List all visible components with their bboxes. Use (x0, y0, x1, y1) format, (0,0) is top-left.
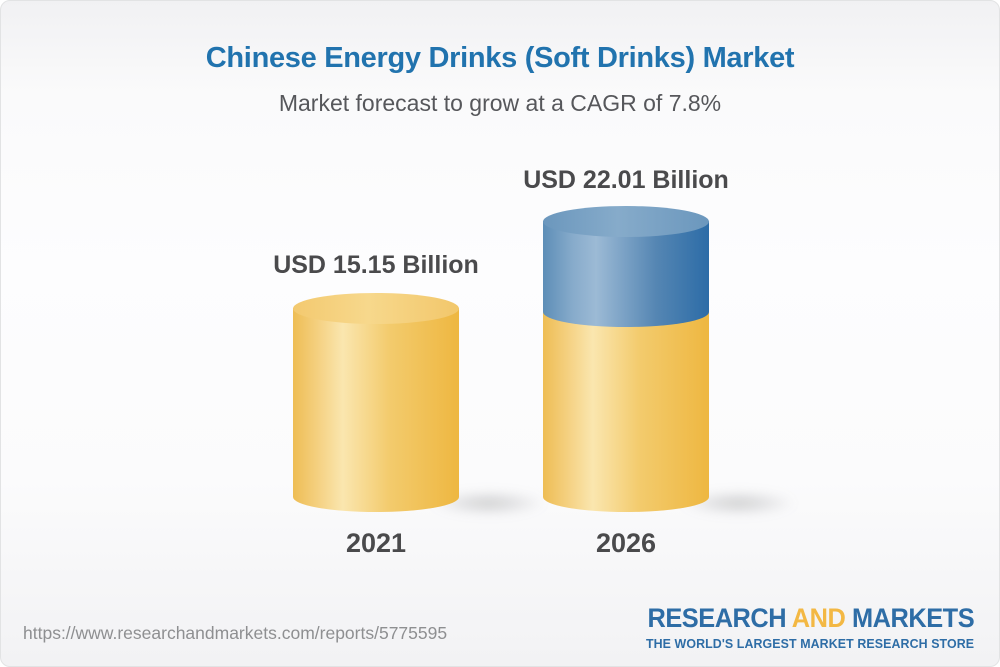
bar-2026-blue-top-cap (543, 206, 709, 237)
chart-title: Chinese Energy Drinks (Soft Drinks) Mark… (205, 42, 795, 74)
logo-word-markets: MARKETS (851, 603, 975, 633)
bar-2021-top-cap (293, 293, 459, 324)
x-axis-label-2021: 2021 (345, 528, 407, 558)
chart-subtitle: Market forecast to grow at a CAGR of 7.8… (278, 90, 722, 116)
value-label-2026: USD 22.01 Billion (523, 166, 729, 194)
bar-2021-body (293, 308, 459, 497)
logo-wordmark: RESEARCH AND MARKETS (646, 605, 974, 632)
logo-word-research: RESEARCH (647, 603, 786, 633)
research-and-markets-logo: RESEARCH AND MARKETS THE WORLD'S LARGEST… (645, 605, 975, 652)
x-axis-label-2026: 2026 (595, 528, 657, 558)
logo-word-and: AND (791, 603, 846, 633)
bar-2026-yellow-body (543, 312, 709, 497)
value-label-2021: USD 15.15 Billion (273, 251, 479, 279)
logo-tagline: THE WORLD'S LARGEST MARKET RESEARCH STOR… (645, 636, 974, 651)
report-url: https://www.researchandmarkets.com/repor… (23, 623, 448, 643)
